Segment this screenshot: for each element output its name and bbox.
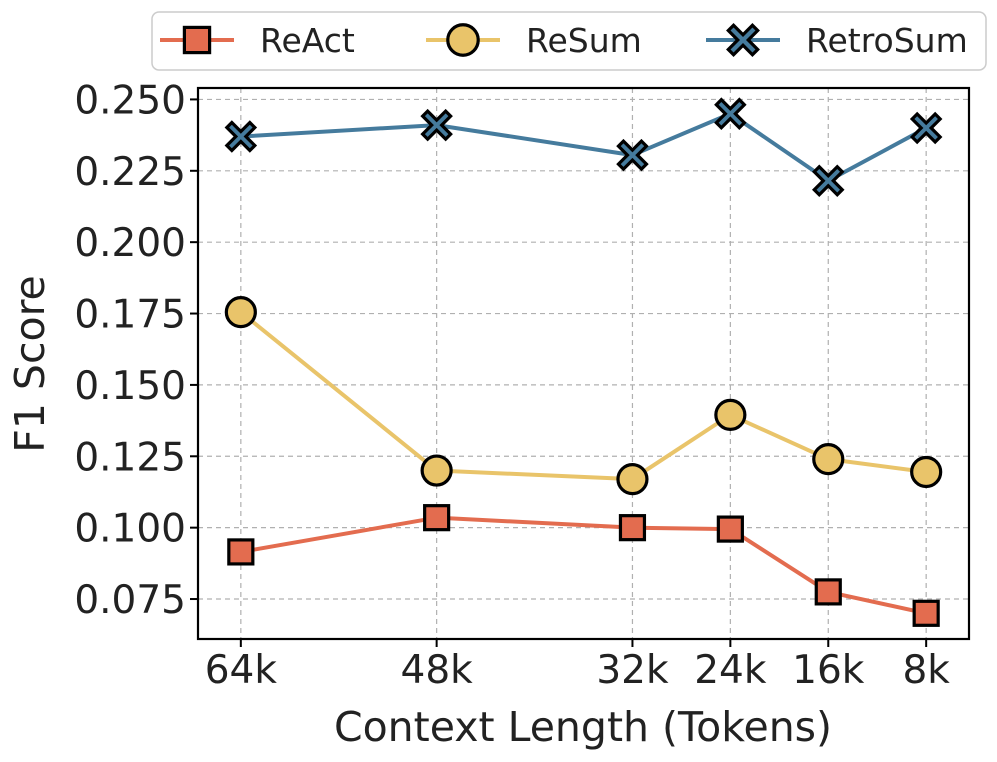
series-retrosum (224, 97, 943, 198)
legend-entry-resum: ReSum (426, 21, 642, 60)
data-point-retrosum (616, 138, 649, 172)
legend-marker-react (182, 25, 212, 55)
series-resum (224, 296, 943, 496)
legend-box (151, 11, 987, 71)
y-axis-title: F1 Score (6, 275, 54, 453)
series-layer (224, 97, 943, 627)
legend-label-resum: ReSum (526, 21, 642, 60)
data-point-react (814, 578, 842, 606)
y-tick-label: 0.150 (74, 364, 186, 409)
y-tick-label: 0.250 (74, 78, 186, 123)
x-tick-label: 16k (792, 648, 865, 693)
legend-entry-react: ReAct (160, 21, 355, 60)
data-point-resum (812, 443, 845, 476)
data-point-resum (616, 463, 649, 496)
series-react (227, 504, 940, 627)
data-point-react (912, 599, 940, 627)
x-tick-label: 48k (401, 648, 474, 693)
legend-label-retrosum: RetroSum (806, 21, 968, 60)
data-point-react (716, 515, 744, 543)
data-point-resum (224, 296, 257, 329)
x-tick-label: 64k (205, 648, 278, 693)
x-tick-label: 24k (694, 648, 767, 693)
data-point-react (423, 504, 451, 532)
x-tick-label: 32k (596, 648, 669, 693)
series-line-retrosum (240, 111, 928, 183)
y-tick-label: 0.075 (74, 578, 186, 623)
data-point-retrosum (811, 164, 845, 198)
legend-label-react: ReAct (260, 21, 355, 60)
data-point-retrosum (420, 108, 453, 142)
legend-marker-resum (446, 23, 480, 57)
data-point-retrosum (714, 97, 747, 130)
legend: ReAct ReSum RetroSum (151, 11, 987, 71)
data-point-retrosum (909, 111, 943, 145)
y-tick-label: 0.225 (74, 150, 186, 195)
legend-entry-retrosum: RetroSum (706, 21, 968, 60)
x-axis-title: Context Length (Tokens) (334, 703, 832, 751)
grid (198, 88, 969, 639)
data-point-retrosum (224, 120, 258, 153)
legend-marker-retrosum (726, 23, 760, 57)
data-point-resum (910, 455, 943, 489)
data-point-resum (714, 398, 747, 431)
data-point-resum (420, 454, 453, 487)
x-tick-label: 8k (902, 648, 950, 693)
y-tick-label: 0.125 (74, 435, 186, 480)
plot-frame (196, 86, 971, 641)
y-tick-label: 0.175 (74, 293, 186, 338)
y-tick-label: 0.100 (74, 507, 186, 552)
y-axis-ticks: 0.075 0.100 0.125 0.150 0.175 0.200 0.225 0.250 (74, 78, 198, 623)
series-line-resum (239, 310, 927, 482)
data-point-react (227, 538, 255, 566)
series-line-react (240, 515, 927, 616)
x-axis-ticks: 64k 48k 32k 24k 16k 8k (205, 639, 950, 693)
data-point-react (618, 514, 647, 542)
y-tick-label: 0.200 (74, 221, 186, 266)
